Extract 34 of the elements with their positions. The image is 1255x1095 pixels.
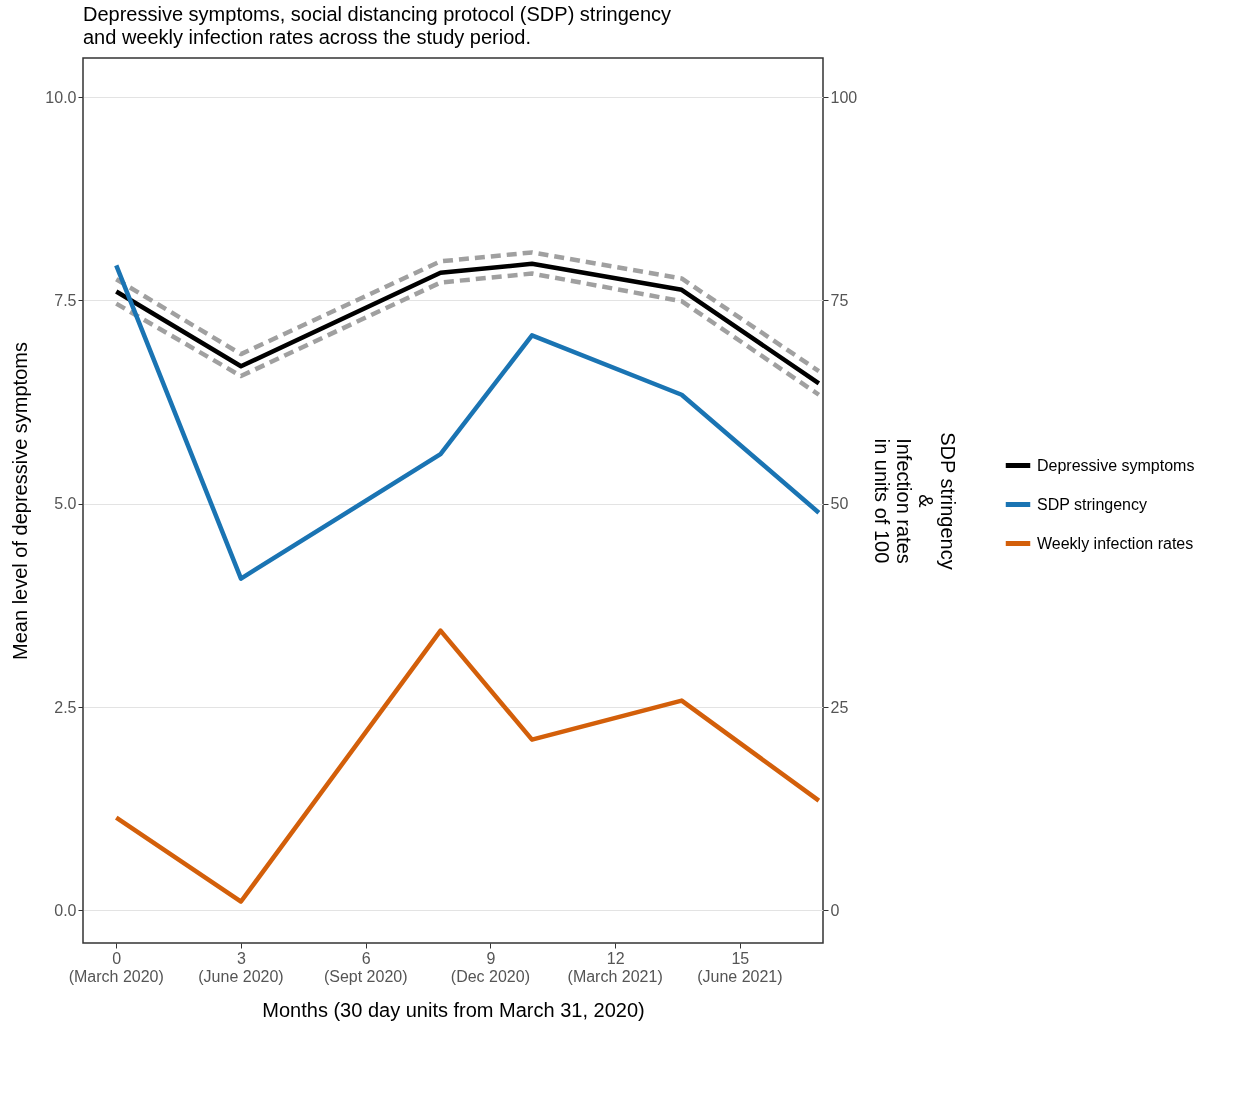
y-tick-label: 2.5 [54, 698, 77, 716]
line-series [114, 250, 822, 374]
legend-label: Weekly infection rates [1037, 534, 1194, 552]
line-series [114, 271, 822, 398]
y-tick-label: 5.0 [54, 495, 77, 513]
x-tick-label: 12 [606, 949, 625, 967]
line-series [114, 261, 822, 386]
legend-label: SDP stringency [1037, 495, 1147, 513]
y2-tick-label: 50 [830, 495, 849, 513]
y-tick-label: 0.0 [54, 901, 77, 919]
x-axis-title: Months (30 day units from March 31, 2020) [262, 998, 645, 1021]
x-tick-label: 0 [112, 949, 122, 967]
text: (June 2020) [198, 968, 284, 985]
y2-axis-title: SDP stringency & Infection rates in units of 100 [871, 432, 960, 570]
x-tick-label: 9 [486, 949, 496, 967]
x-tick-label: 15 [731, 949, 750, 967]
text: (Sept 2020) [323, 968, 408, 985]
x-tick-label: 3 [237, 949, 247, 967]
y-tick-label: 10.0 [45, 88, 77, 106]
y2-tick-label: 100 [830, 88, 858, 106]
y-axis-title: Mean level of depressive symptoms [9, 342, 32, 660]
y2-tick-label: 0 [830, 901, 840, 919]
y2-tick-label: 25 [830, 698, 849, 716]
chart-title: Depressive symptoms, social distancing protocol (SDP) stringency and weekly infection rates across the study period. [83, 3, 671, 48]
x-tick-label: 6 [361, 949, 371, 967]
y2-tick-label: 75 [830, 291, 849, 309]
text: (Dec 2020) [450, 968, 530, 985]
text: (June 2021) [697, 968, 783, 985]
y-tick-label: 7.5 [54, 291, 77, 309]
text: (March 2020) [68, 968, 164, 985]
legend-label: Depressive symptoms [1037, 456, 1195, 474]
line-series [114, 263, 822, 581]
line-series [114, 628, 822, 904]
text: (March 2021) [567, 968, 663, 985]
